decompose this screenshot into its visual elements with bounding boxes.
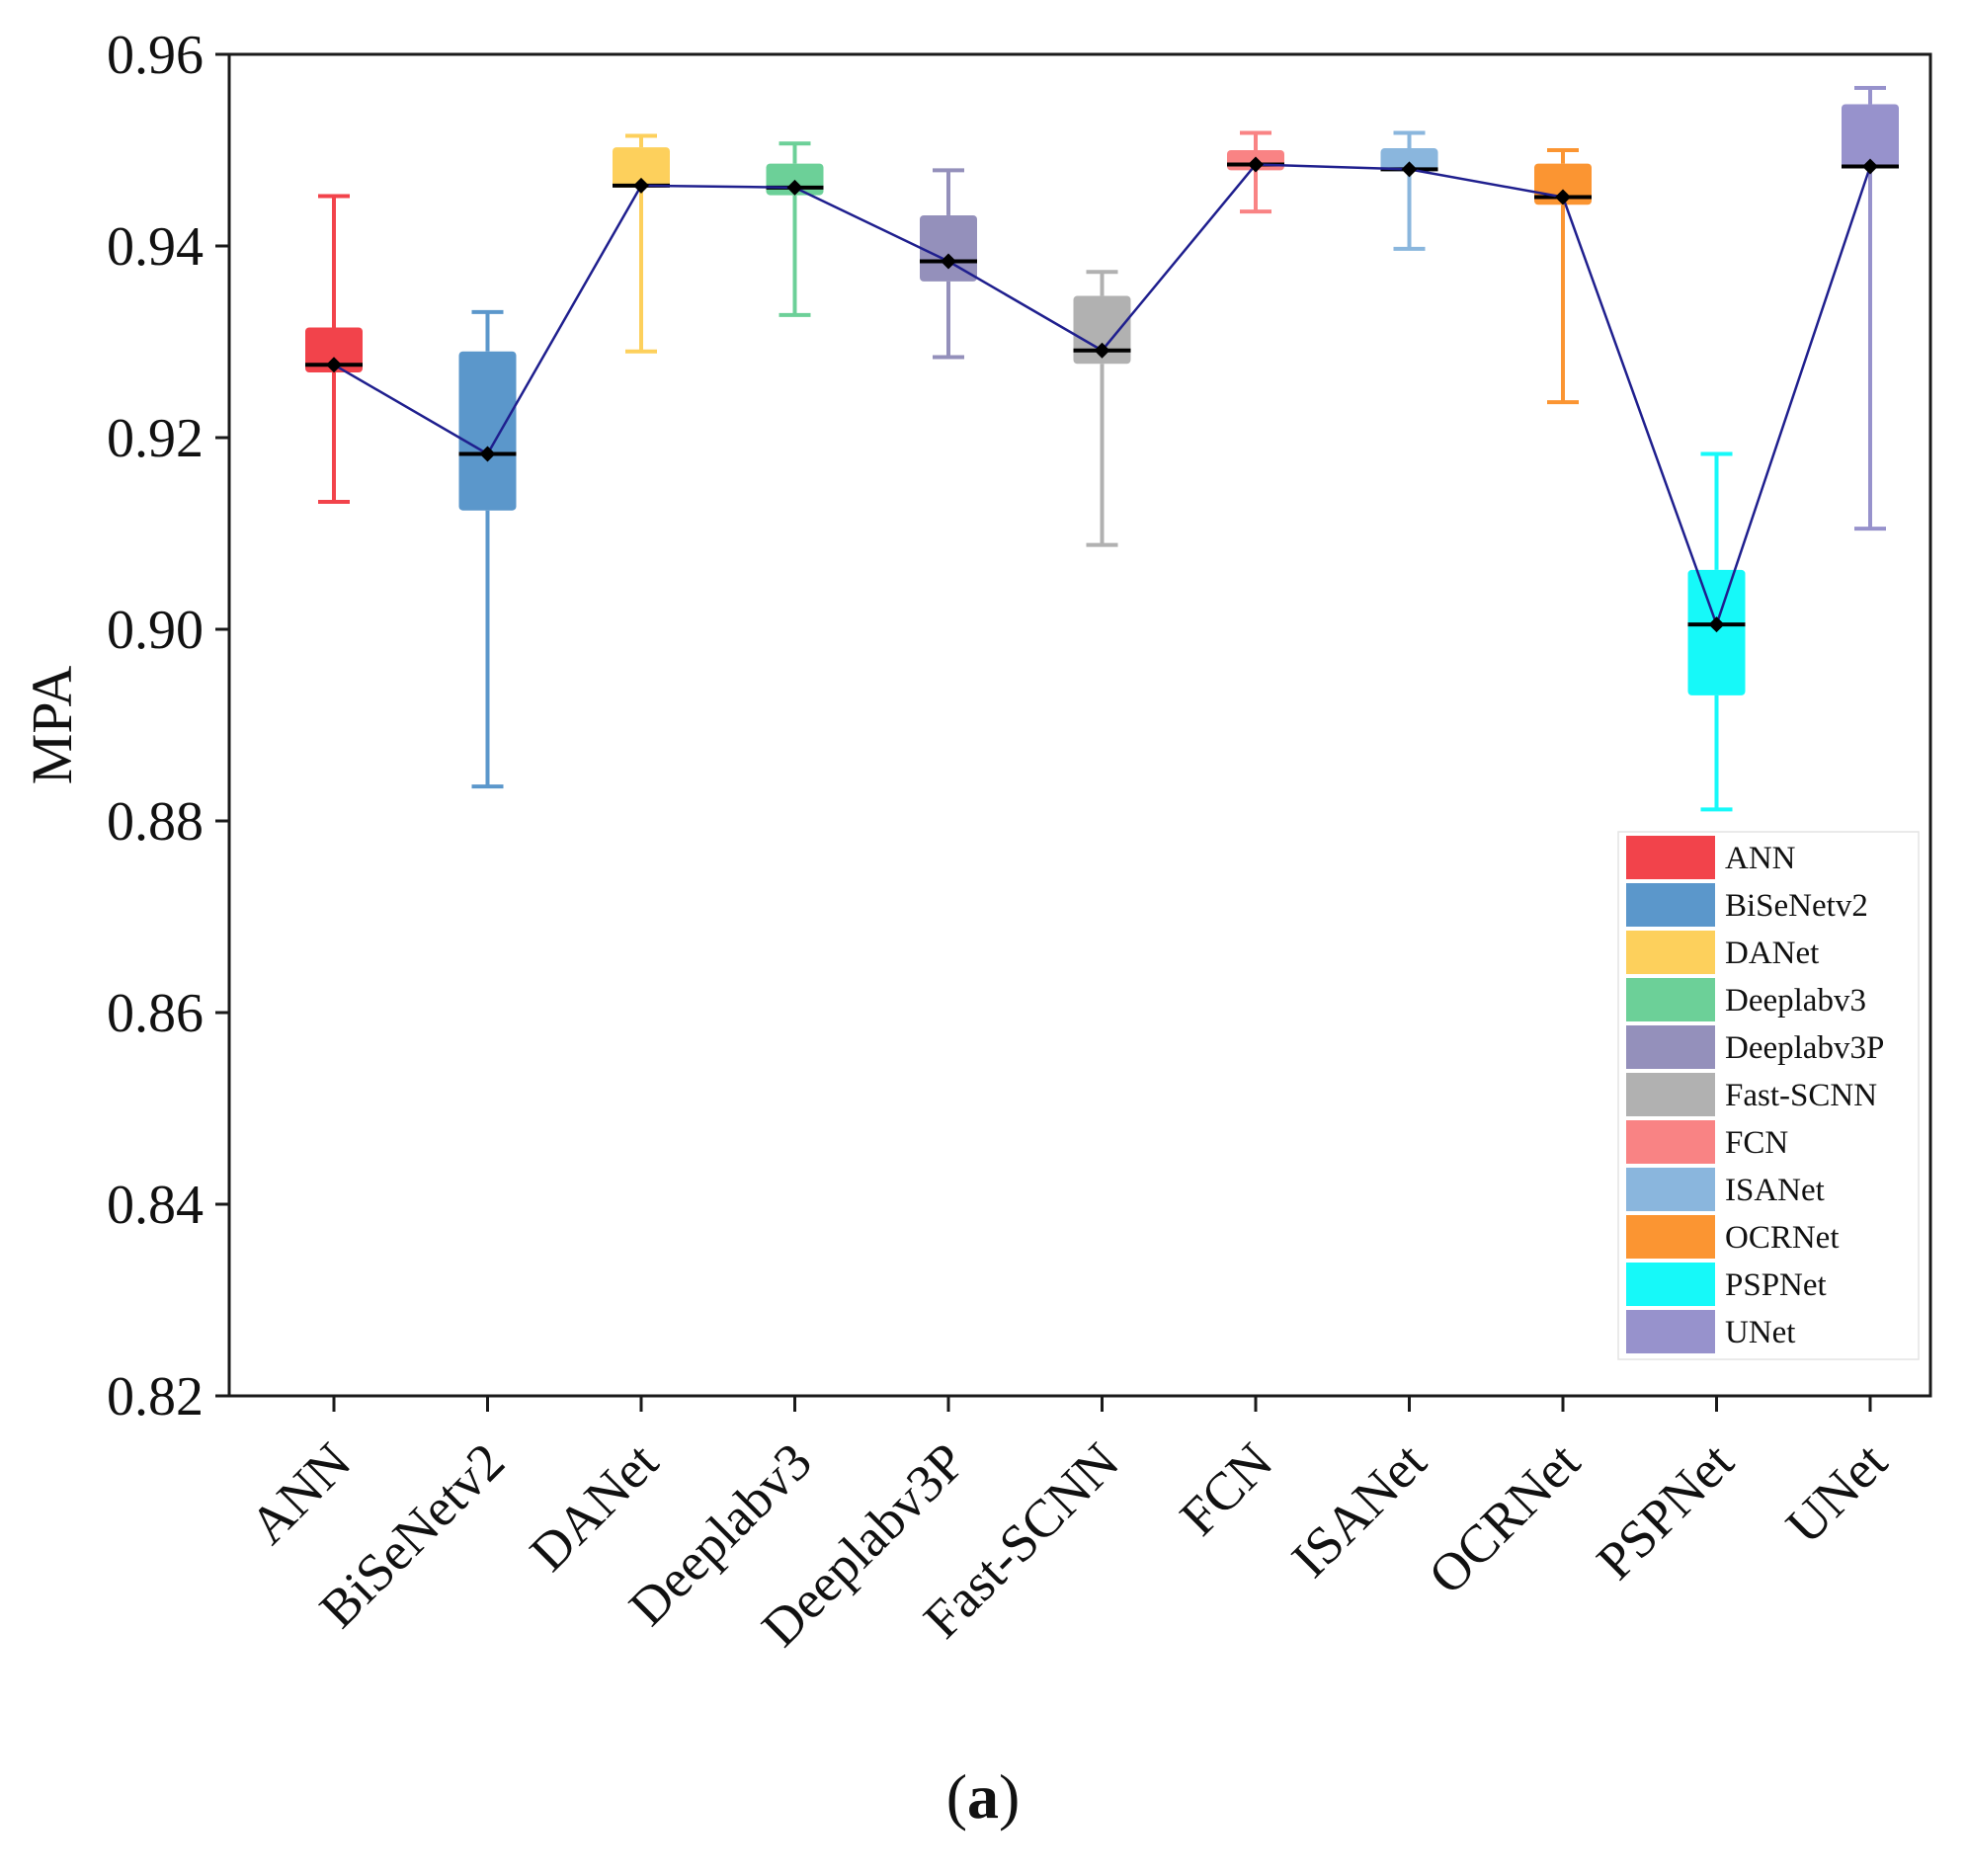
- legend-swatch-unet: [1626, 1310, 1715, 1353]
- y-tick-label: 0.86: [107, 983, 204, 1044]
- boxes-layer: [305, 85, 1899, 812]
- legend-label-isanet: ISANet: [1725, 1173, 1825, 1208]
- mean-marker: [941, 253, 956, 270]
- legend-label-pspnet: PSPNet: [1725, 1267, 1827, 1303]
- y-tick-label: 0.92: [107, 408, 204, 469]
- mean-marker: [1862, 158, 1878, 175]
- mean-marker: [1248, 156, 1264, 173]
- x-tick-label: UNet: [1774, 1431, 1898, 1555]
- x-tick-label: FCN: [1169, 1431, 1284, 1547]
- mean-line-layer: [326, 156, 1878, 633]
- box-iqr: [1687, 569, 1746, 695]
- y-tick-label: 0.94: [107, 216, 204, 278]
- figure-caption: (a): [946, 1761, 1021, 1832]
- box-danet: [613, 133, 670, 354]
- box-iqr: [1073, 295, 1131, 365]
- mean-marker: [1401, 161, 1418, 178]
- box-iqr: [458, 351, 517, 511]
- y-axis-title: MPA: [20, 666, 84, 785]
- mean-marker: [633, 177, 649, 194]
- box-deeplabv3: [766, 141, 824, 317]
- box-iqr: [305, 327, 363, 373]
- y-tick-label: 0.88: [107, 791, 204, 853]
- legend-label-bisenetv2: BiSeNetv2: [1725, 888, 1868, 924]
- box-iqr: [613, 147, 670, 188]
- legend-label-danet: DANet: [1725, 936, 1819, 971]
- box-bisenetv2: [458, 309, 517, 789]
- x-tick-label: DANet: [519, 1431, 670, 1583]
- legend-swatch-pspnet: [1626, 1263, 1715, 1306]
- y-tick-label: 0.96: [107, 25, 204, 86]
- box-ann: [305, 194, 363, 504]
- legend-label-fast-scnn: Fast-SCNN: [1725, 1078, 1877, 1113]
- legend-swatch-deeplabv3p: [1626, 1025, 1715, 1069]
- legend-label-deeplabv3p: Deeplabv3P: [1725, 1030, 1884, 1066]
- legend-label-ocrnet: OCRNet: [1725, 1220, 1840, 1256]
- legend-swatch-fast-scnn: [1626, 1073, 1715, 1116]
- x-tick-label: PSPNet: [1586, 1431, 1745, 1591]
- legend-swatch-ann: [1626, 836, 1715, 879]
- legend-swatch-isanet: [1626, 1168, 1715, 1211]
- y-axis: 0.82 0.84 0.86 0.88 0.90 0.92 0.94 0.96: [107, 25, 229, 1427]
- legend: ANN BiSeNetv2 DANet Deeplabv3 Deeplabv3P Fast…: [1617, 831, 1920, 1360]
- legend-swatch-ocrnet: [1626, 1215, 1715, 1259]
- box-iqr: [920, 214, 977, 282]
- y-tick-label: 0.82: [107, 1366, 204, 1427]
- legend-swatch-danet: [1626, 931, 1715, 974]
- plot-area-frame: [227, 52, 1932, 1398]
- box-deeplabv3p: [920, 168, 977, 360]
- box-isanet: [1380, 130, 1438, 251]
- mean-marker: [479, 446, 496, 462]
- legend-swatch-deeplabv3: [1626, 978, 1715, 1021]
- box-unet: [1842, 85, 1899, 531]
- mean-marker: [786, 179, 803, 196]
- mean-marker: [1708, 616, 1725, 633]
- legend-label-deeplabv3: Deeplabv3: [1725, 983, 1866, 1019]
- x-tick-label: ISANet: [1280, 1431, 1437, 1589]
- box-pspnet: [1687, 451, 1746, 812]
- legend-swatch-bisenetv2: [1626, 883, 1715, 927]
- mean-marker: [326, 357, 342, 373]
- x-tick-label: ANN: [238, 1431, 362, 1555]
- legend-label-ann: ANN: [1725, 841, 1796, 876]
- box-ocrnet: [1534, 148, 1592, 405]
- legend-label-unet: UNet: [1725, 1315, 1795, 1350]
- mean-marker: [1094, 342, 1110, 359]
- box-iqr: [1380, 148, 1438, 172]
- x-tick-label: OCRNet: [1417, 1431, 1591, 1605]
- y-tick-label: 0.84: [107, 1175, 204, 1236]
- mean-marker: [1555, 189, 1571, 205]
- legend-label-fcn: FCN: [1725, 1125, 1788, 1161]
- box-iqr: [1842, 104, 1899, 168]
- legend-swatch-fcn: [1626, 1120, 1715, 1164]
- box-fast-scnn: [1073, 270, 1131, 547]
- y-tick-label: 0.90: [107, 600, 204, 661]
